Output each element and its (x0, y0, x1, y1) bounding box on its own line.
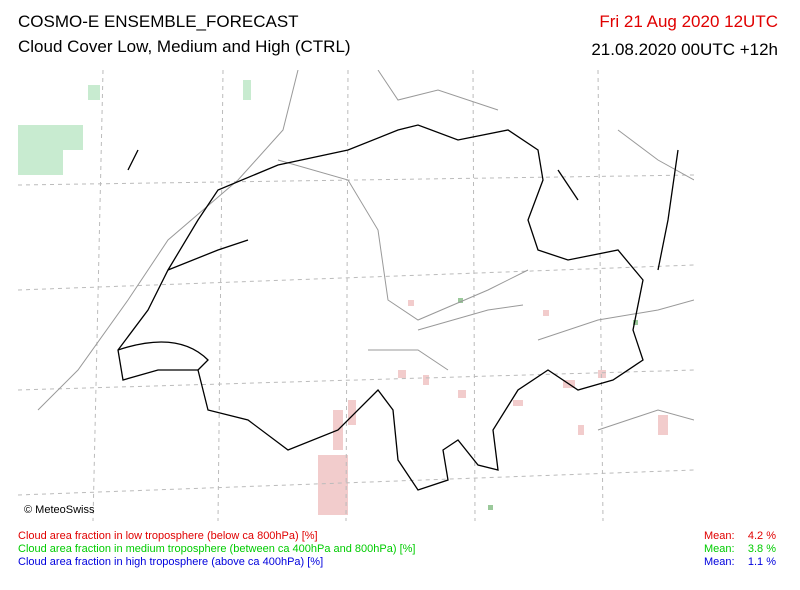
title: COSMO-E ENSEMBLE_FORECAST (18, 12, 299, 31)
mean-value: 1.1 % (747, 556, 776, 568)
mean-label: Mean: (704, 556, 735, 568)
mean-label: Mean: (704, 543, 735, 555)
low-cloud-patches (318, 300, 668, 515)
regional-borders (37, 70, 694, 431)
legend-text: Cloud area fraction in high troposphere … (18, 556, 324, 568)
subtitle: Cloud Cover Low, Medium and High (CTRL) (18, 37, 351, 56)
legend-text: Cloud area fraction in low troposphere (… (18, 530, 318, 542)
graticule (18, 70, 694, 521)
map (18, 70, 694, 521)
medium-cloud-points (458, 298, 638, 510)
valid-time: Fri 21 Aug 2020 12UTC (599, 12, 778, 31)
medium-cloud-patches (18, 80, 251, 175)
legend-text: Cloud area fraction in medium tropospher… (18, 543, 416, 555)
mean-label: Mean: (704, 530, 735, 542)
credit: © MeteoSwiss (24, 504, 95, 516)
run-time: 21.08.2020 00UTC +12h (591, 40, 778, 59)
mean-value: 3.8 % (747, 543, 776, 555)
country-border (117, 124, 679, 491)
mean-value: 4.2 % (747, 530, 776, 542)
